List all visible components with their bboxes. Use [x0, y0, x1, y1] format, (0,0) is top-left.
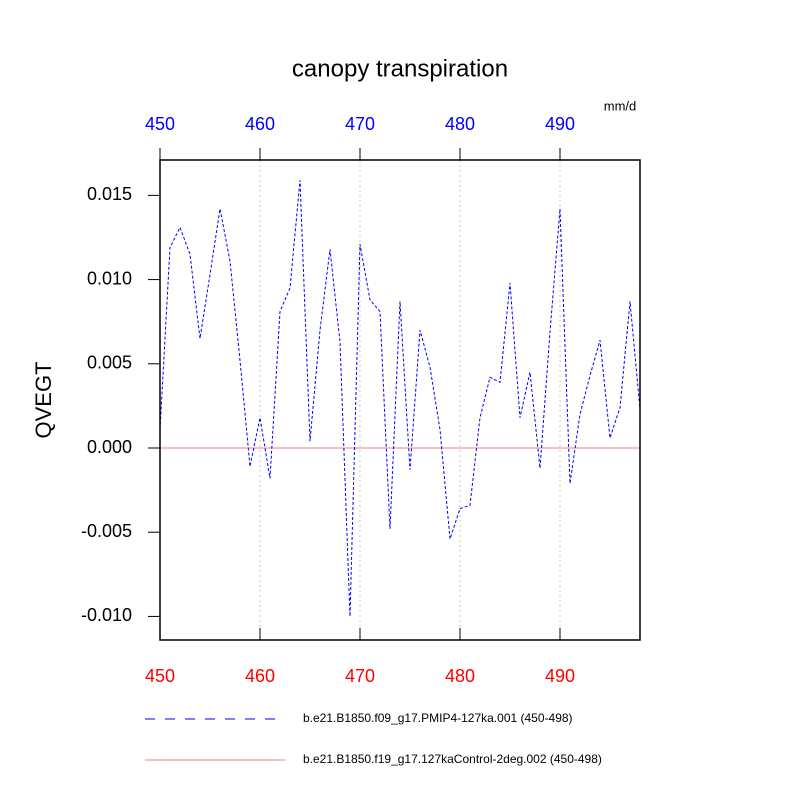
- y-axis-label: QVEGT: [31, 361, 56, 438]
- series-line: [159, 180, 641, 617]
- x2-tick-label: 480: [445, 114, 475, 134]
- x-tick-label: 450: [145, 666, 175, 686]
- units-label: mm/d: [604, 98, 637, 113]
- y-tick-label: 0.015: [87, 184, 132, 204]
- plot-frame: [159, 159, 641, 641]
- y-tick-label: -0.005: [81, 521, 132, 541]
- x-tick-label: 460: [245, 666, 275, 686]
- legend-label: b.e21.B1850.f19_g17.127kaControl-2deg.00…: [303, 752, 602, 766]
- x2-tick-label: 460: [245, 114, 275, 134]
- x-tick-label: 470: [345, 666, 375, 686]
- x2-tick-label: 490: [545, 114, 575, 134]
- x-tick-label: 490: [545, 666, 575, 686]
- y-tick-label: 0.005: [87, 353, 132, 373]
- x2-tick-label: 450: [145, 114, 175, 134]
- y-tick-label: 0.000: [87, 437, 132, 457]
- legend-label: b.e21.B1850.f09_g17.PMIP4-127ka.001 (450…: [303, 711, 573, 725]
- x-tick-label: 480: [445, 666, 475, 686]
- chart-title: canopy transpiration: [292, 55, 508, 82]
- y-tick-label: 0.010: [87, 268, 132, 288]
- y-tick-label: -0.010: [81, 605, 132, 625]
- x2-tick-label: 470: [345, 114, 375, 134]
